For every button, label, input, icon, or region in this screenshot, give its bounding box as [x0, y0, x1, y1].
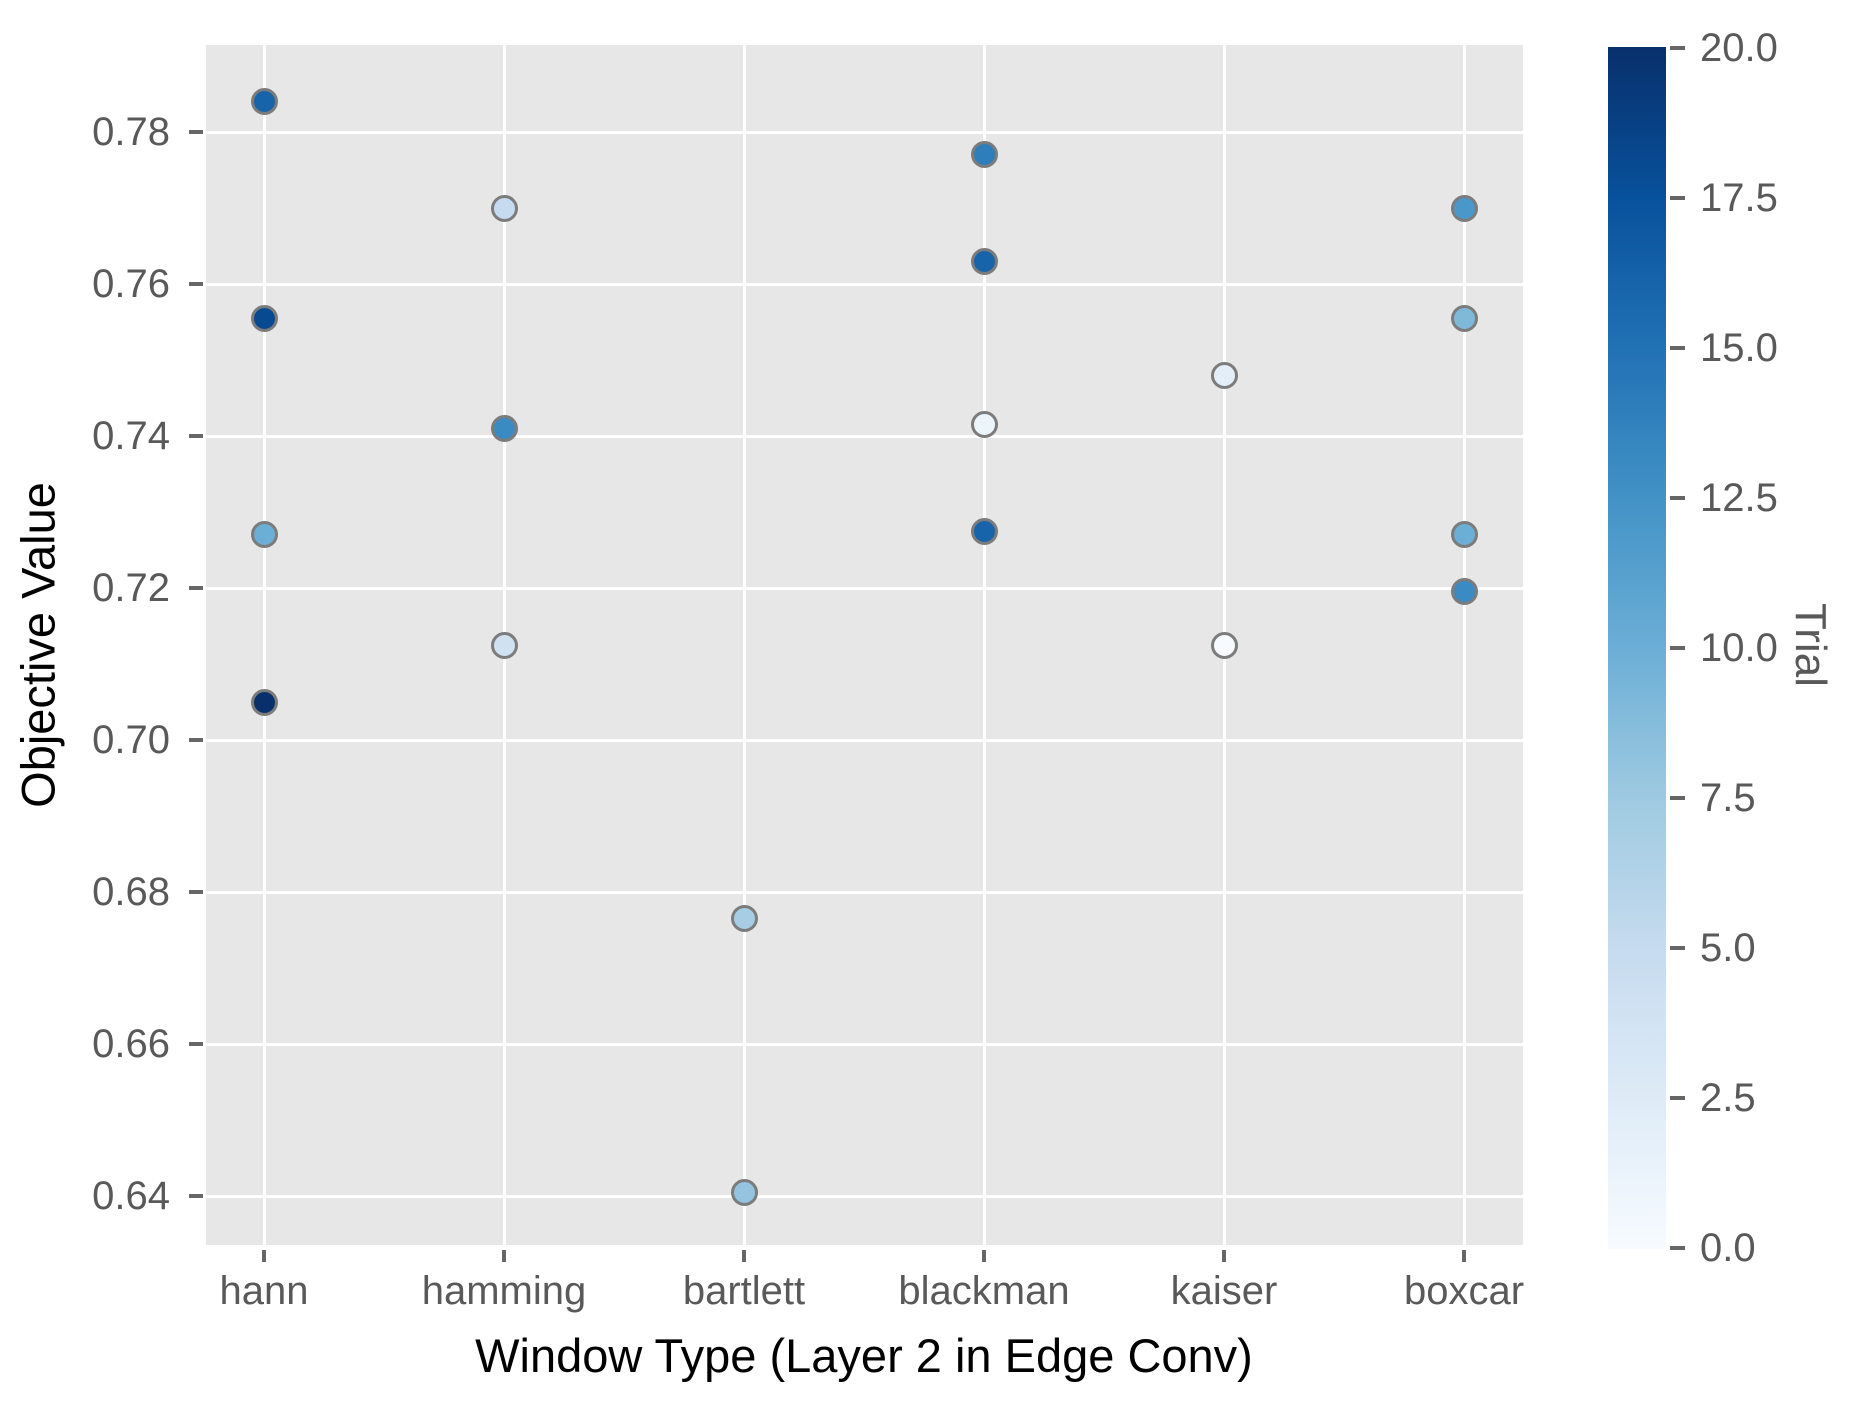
y-tick-mark — [189, 434, 203, 438]
y-tick-label: 0.74 — [92, 414, 170, 458]
colorbar-tick-mark — [1670, 496, 1685, 500]
x-gridline — [262, 45, 266, 1245]
y-gridline — [206, 738, 1523, 742]
scatter-point-bartlett-trial-7 — [730, 905, 758, 933]
colorbar-tick-label: 10.0 — [1700, 626, 1778, 670]
x-tick-label-hamming: hamming — [421, 1269, 587, 1313]
y-tick-mark — [189, 282, 203, 286]
scatter-point-boxcar-trial-9 — [1450, 304, 1478, 332]
colorbar-tick-label: 5.0 — [1700, 926, 1756, 970]
y-tick-mark — [189, 130, 203, 134]
x-tick-mark — [742, 1250, 746, 1262]
scatter-point-hamming-trial-5 — [490, 194, 518, 222]
y-gridline — [206, 890, 1523, 894]
y-tick-mark — [189, 738, 203, 742]
y-tick-mark — [189, 890, 203, 894]
colorbar-tick-mark — [1670, 346, 1685, 350]
scatter-point-kaiser-trial-2 — [1210, 361, 1238, 389]
x-tick-mark — [982, 1250, 986, 1262]
y-gridline — [206, 130, 1523, 134]
scatter-point-blackman-trial-16 — [970, 517, 998, 545]
y-gridline — [206, 434, 1523, 438]
x-gridline — [1462, 45, 1466, 1245]
colorbar-tick-mark — [1670, 796, 1685, 800]
x-tick-label-hann: hann — [219, 1269, 309, 1313]
y-tick-mark — [189, 1194, 203, 1198]
colorbar-tick-label: 15.0 — [1700, 326, 1778, 370]
colorbar-gradient — [1608, 47, 1666, 1249]
colorbar-tick-label: 2.5 — [1700, 1076, 1756, 1120]
scatter-point-boxcar-trial-13 — [1450, 578, 1478, 606]
x-tick-mark — [1222, 1250, 1226, 1262]
colorbar-tick-mark — [1670, 946, 1685, 950]
x-tick-label-boxcar: boxcar — [1403, 1269, 1525, 1313]
y-tick-label: 0.68 — [92, 870, 170, 914]
plot-area — [206, 45, 1523, 1245]
y-tick-mark — [189, 1042, 203, 1046]
scatter-point-blackman-trial-16 — [970, 247, 998, 275]
scatter-point-hamming-trial-4 — [490, 631, 518, 659]
x-tick-label-kaiser: kaiser — [1170, 1269, 1278, 1313]
scatter-point-blackman-trial-1 — [970, 411, 998, 439]
x-tick-mark — [262, 1250, 266, 1262]
x-tick-label-bartlett: bartlett — [682, 1269, 806, 1313]
y-axis-title: Objective Value — [11, 482, 65, 808]
x-tick-label-blackman: blackman — [898, 1269, 1070, 1313]
scatter-point-hann-trial-10 — [250, 521, 278, 549]
colorbar-tick-mark — [1670, 46, 1685, 50]
x-tick-mark — [1462, 1250, 1466, 1262]
y-tick-label: 0.78 — [92, 110, 170, 154]
scatter-point-hann-trial-16 — [250, 88, 278, 116]
colorbar-title: Trial — [1786, 603, 1835, 687]
y-tick-label: 0.64 — [92, 1174, 170, 1218]
x-gridline — [982, 45, 986, 1245]
y-tick-label: 0.72 — [92, 566, 170, 610]
scatter-point-kaiser-trial-0 — [1210, 631, 1238, 659]
y-tick-label: 0.66 — [92, 1022, 170, 1066]
y-gridline — [206, 282, 1523, 286]
colorbar-tick-mark — [1670, 646, 1685, 650]
x-gridline — [742, 45, 746, 1245]
scatter-point-hamming-trial-13 — [490, 414, 518, 442]
scatter-point-hann-trial-20 — [250, 688, 278, 716]
y-tick-label: 0.70 — [92, 718, 170, 762]
colorbar-tick-label: 17.5 — [1700, 176, 1778, 220]
colorbar-tick-label: 0.0 — [1700, 1226, 1756, 1270]
colorbar-tick-label: 20.0 — [1700, 26, 1778, 70]
colorbar-tick-mark — [1670, 196, 1685, 200]
x-tick-mark — [502, 1250, 506, 1262]
colorbar-tick-mark — [1670, 1096, 1685, 1100]
colorbar-tick-label: 12.5 — [1700, 476, 1778, 520]
colorbar-tick-mark — [1670, 1246, 1685, 1250]
colorbar-tick-label: 7.5 — [1700, 776, 1756, 820]
scatter-point-boxcar-trial-12 — [1450, 194, 1478, 222]
y-tick-mark — [189, 586, 203, 590]
y-gridline — [206, 1194, 1523, 1198]
y-tick-label: 0.76 — [92, 262, 170, 306]
x-axis-title: Window Type (Layer 2 in Edge Conv) — [475, 1329, 1253, 1382]
scatter-point-boxcar-trial-10 — [1450, 521, 1478, 549]
scatter-point-hann-trial-18 — [250, 304, 278, 332]
y-gridline — [206, 1042, 1523, 1046]
scatter-point-blackman-trial-14 — [970, 141, 998, 169]
y-gridline — [206, 586, 1523, 590]
scatter-point-bartlett-trial-8 — [730, 1178, 758, 1206]
